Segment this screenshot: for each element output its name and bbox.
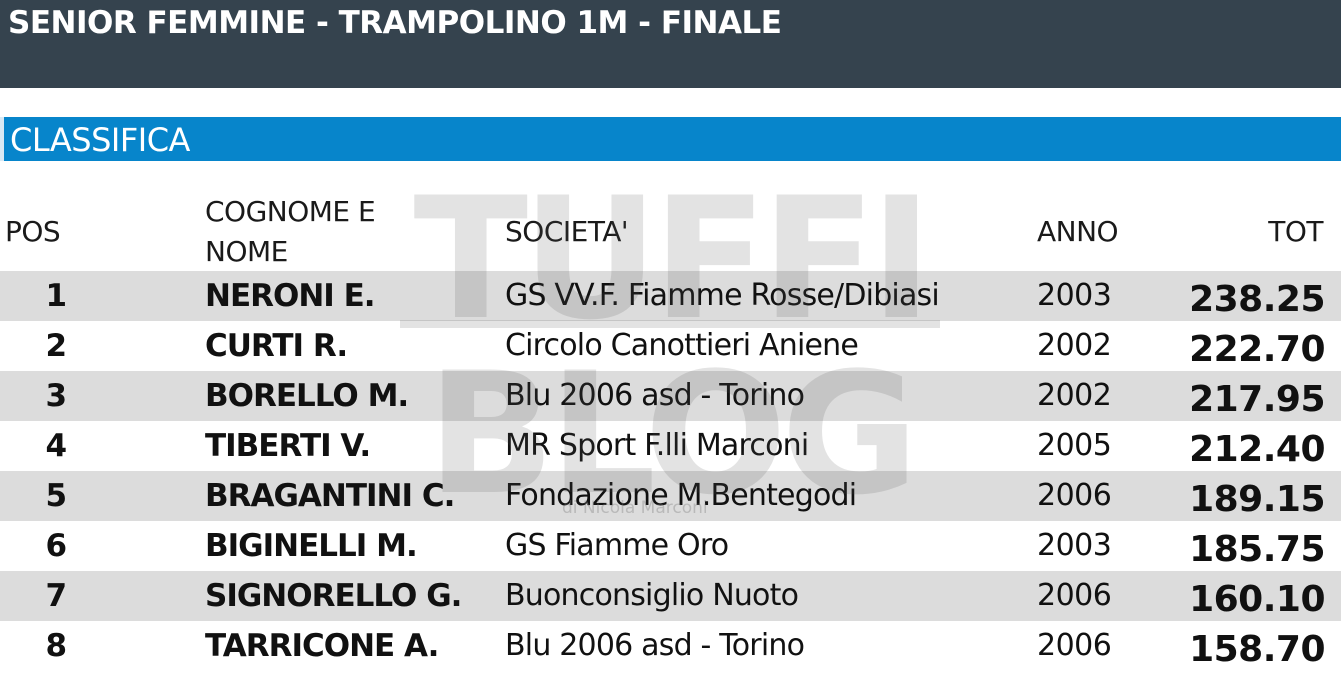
row-name: SIGNORELLO G. — [205, 578, 462, 614]
row-anno: 2002 — [1037, 378, 1112, 413]
table-row: 8 TARRICONE A. Blu 2006 asd - Torino 2006 15… — [0, 621, 1341, 671]
row-name: NERONI E. — [205, 278, 376, 314]
results-table: 1 NERONI E. GS VV.F. Fiamme Rosse/Dibiasi 2… — [0, 271, 1341, 671]
row-anno: 2002 — [1037, 328, 1112, 363]
row-tot: 212.40 — [1189, 429, 1325, 470]
page-title: SENIOR FEMMINE - TRAMPOLINO 1M - FINALE — [8, 5, 782, 41]
row-pos: 8 — [45, 628, 67, 664]
row-pos: 3 — [45, 378, 67, 414]
col-header-name-line1: COGNOME E — [205, 195, 376, 228]
table-row: 2 CURTI R. Circolo Canottieri Aniene 2002 22… — [0, 321, 1341, 371]
watermark-credit: di Nicola Marconi — [562, 498, 708, 518]
row-tot: 217.95 — [1189, 379, 1325, 420]
col-header-societa: SOCIETA' — [505, 215, 629, 248]
row-name: TARRICONE A. — [205, 628, 439, 664]
row-societa: Buonconsiglio Nuoto — [505, 578, 799, 613]
table-row: 6 BIGINELLI M. GS Fiamme Oro 2003 185.75 — [0, 521, 1341, 571]
row-tot: 158.70 — [1189, 629, 1325, 670]
row-pos: 1 — [45, 278, 67, 314]
row-anno: 2005 — [1037, 428, 1112, 463]
row-anno: 2003 — [1037, 278, 1112, 313]
table-row: 5 BRAGANTINI C. Fondazione M.Bentegodi 2006… — [0, 471, 1341, 521]
table-row: 1 NERONI E. GS VV.F. Fiamme Rosse/Dibiasi 2… — [0, 271, 1341, 321]
row-name: CURTI R. — [205, 328, 348, 364]
row-name: BORELLO M. — [205, 378, 409, 414]
section-bar — [0, 117, 1341, 161]
row-pos: 4 — [45, 428, 67, 464]
header-bar — [0, 0, 1341, 88]
row-tot: 238.25 — [1189, 279, 1325, 320]
col-header-anno: ANNO — [1037, 215, 1119, 248]
table-row: 4 TIBERTI V. MR Sport F.lli Marconi 2005 212… — [0, 421, 1341, 471]
section-bar-edge — [0, 117, 4, 161]
section-title: CLASSIFICA — [10, 121, 190, 159]
row-societa: GS VV.F. Fiamme Rosse/Dibiasi — [505, 278, 940, 313]
row-anno: 2006 — [1037, 478, 1112, 513]
row-pos: 6 — [45, 528, 67, 564]
row-societa: Blu 2006 asd - Torino — [505, 628, 805, 663]
row-pos: 5 — [45, 478, 67, 514]
table-row: 3 BORELLO M. Blu 2006 asd - Torino 2002 217.… — [0, 371, 1341, 421]
table-row: 7 SIGNORELLO G. Buonconsiglio Nuoto 2006 160… — [0, 571, 1341, 621]
row-tot: 160.10 — [1189, 579, 1325, 620]
row-societa: Circolo Canottieri Aniene — [505, 328, 859, 363]
row-name: BIGINELLI M. — [205, 528, 418, 564]
row-societa: MR Sport F.lli Marconi — [505, 428, 809, 463]
col-header-name-line2: NOME — [205, 235, 288, 268]
row-pos: 2 — [45, 328, 67, 364]
row-pos: 7 — [45, 578, 67, 614]
row-name: TIBERTI V. — [205, 428, 371, 464]
row-tot: 185.75 — [1189, 529, 1325, 570]
row-name: BRAGANTINI C. — [205, 478, 455, 514]
col-header-tot: TOT — [1268, 215, 1323, 248]
row-anno: 2006 — [1037, 578, 1112, 613]
row-societa: GS Fiamme Oro — [505, 528, 729, 563]
row-tot: 189.15 — [1189, 479, 1325, 520]
row-societa: Blu 2006 asd - Torino — [505, 378, 805, 413]
row-tot: 222.70 — [1189, 329, 1325, 370]
col-header-pos: POS — [5, 215, 61, 248]
row-anno: 2006 — [1037, 628, 1112, 663]
row-anno: 2003 — [1037, 528, 1112, 563]
row-societa: Fondazione M.Bentegodi — [505, 478, 857, 513]
